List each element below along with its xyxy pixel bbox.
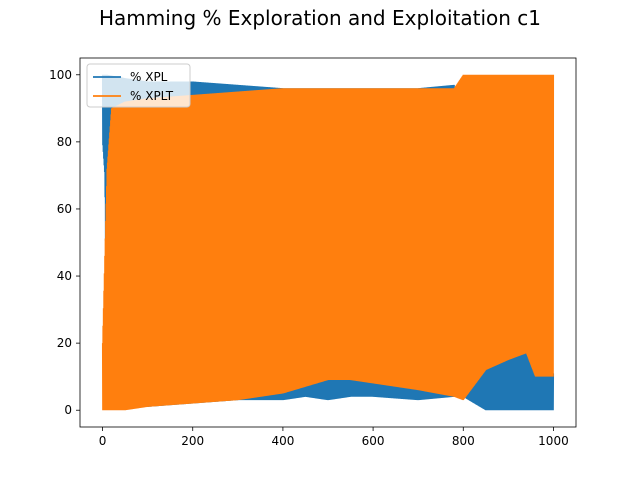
x-tick-label: 1000 xyxy=(538,434,569,448)
y-tick-label: 60 xyxy=(57,202,72,216)
legend-label-2: % XPLT xyxy=(130,89,174,103)
ticks-layer: 0 200 400 600 800 1000 0 20 40 60 80 100 xyxy=(49,68,569,448)
x-tick-label: 400 xyxy=(271,434,294,448)
x-tick-label: 800 xyxy=(452,434,475,448)
axes-frame xyxy=(79,57,577,428)
y-tick-label: 100 xyxy=(49,68,72,82)
legend: % XPL % XPLT xyxy=(86,63,191,108)
x-tick-label: 600 xyxy=(362,434,385,448)
series-layer xyxy=(101,74,555,411)
y-tick-label: 0 xyxy=(64,403,72,417)
chart-title: Hamming % Exploration and Exploitation c… xyxy=(98,6,541,30)
y-tick-label: 80 xyxy=(57,135,72,149)
x-tick-label: 200 xyxy=(181,434,204,448)
series-line-2 xyxy=(101,74,555,411)
x-tick-label: 0 xyxy=(99,434,107,448)
y-tick-label: 40 xyxy=(57,269,72,283)
legend-label-1: % XPL xyxy=(130,70,168,84)
y-tick-label: 20 xyxy=(57,336,72,350)
